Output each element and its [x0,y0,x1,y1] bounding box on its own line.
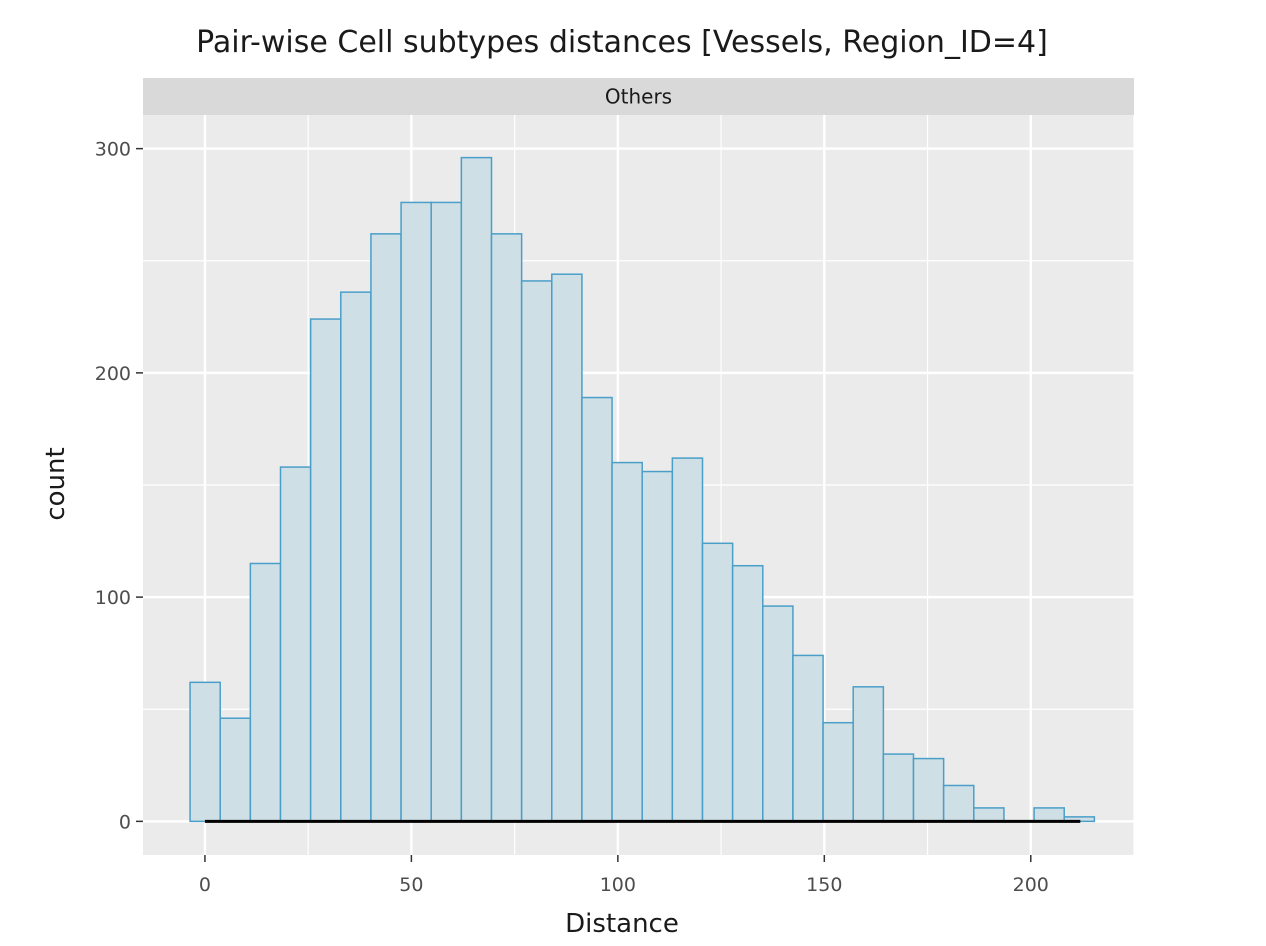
histogram-bar [912,757,945,823]
histogram-bar [792,654,824,823]
histogram-bar [973,807,1005,823]
x-tick-label: 100 [600,874,636,896]
histogram-bar [520,280,553,823]
histogram-bar [551,273,583,823]
histogram-bar [942,784,975,823]
facet-strip-label: Others [605,85,672,109]
y-tick-label: 0 [119,811,131,833]
histogram-bar [611,461,643,823]
histogram-bar [762,605,794,823]
chart-title: Pair-wise Cell subtypes distances [Vesse… [196,25,1048,60]
y-axis-title: count [41,447,71,520]
histogram-bar [882,753,915,823]
y-axis: 0 100 200 300 [95,139,143,833]
histogram-bar [370,233,402,823]
histogram-bar [701,542,734,823]
x-tick-label: 50 [399,874,423,896]
histogram-bar [430,201,463,823]
histogram-bar [309,318,342,823]
histogram-bar [400,201,432,823]
x-axis-title: Distance [565,909,679,939]
histogram-bar [219,717,252,823]
x-axis: 0 50 100 150 200 [199,855,1049,896]
histogram-bar [189,681,221,823]
histogram-bar [1033,807,1065,823]
y-tick-label: 100 [95,587,131,609]
histogram-bar [460,156,493,823]
histogram-bar [340,291,372,823]
histogram-bar [641,470,674,823]
histogram-bars [189,156,1096,823]
histogram-bar [852,686,885,823]
histogram-bar [249,562,282,823]
histogram-bar [279,466,312,823]
histogram-bar [581,396,613,823]
x-tick-label: 0 [199,874,211,896]
histogram-bar [671,457,704,823]
histogram-bar [822,721,854,823]
y-tick-label: 200 [95,363,131,385]
histogram-bar [490,233,523,823]
y-tick-label: 300 [95,139,131,161]
histogram-bar [731,564,764,823]
x-tick-label: 200 [1013,874,1049,896]
facet-strip [143,78,1134,115]
x-tick-label: 150 [806,874,842,896]
